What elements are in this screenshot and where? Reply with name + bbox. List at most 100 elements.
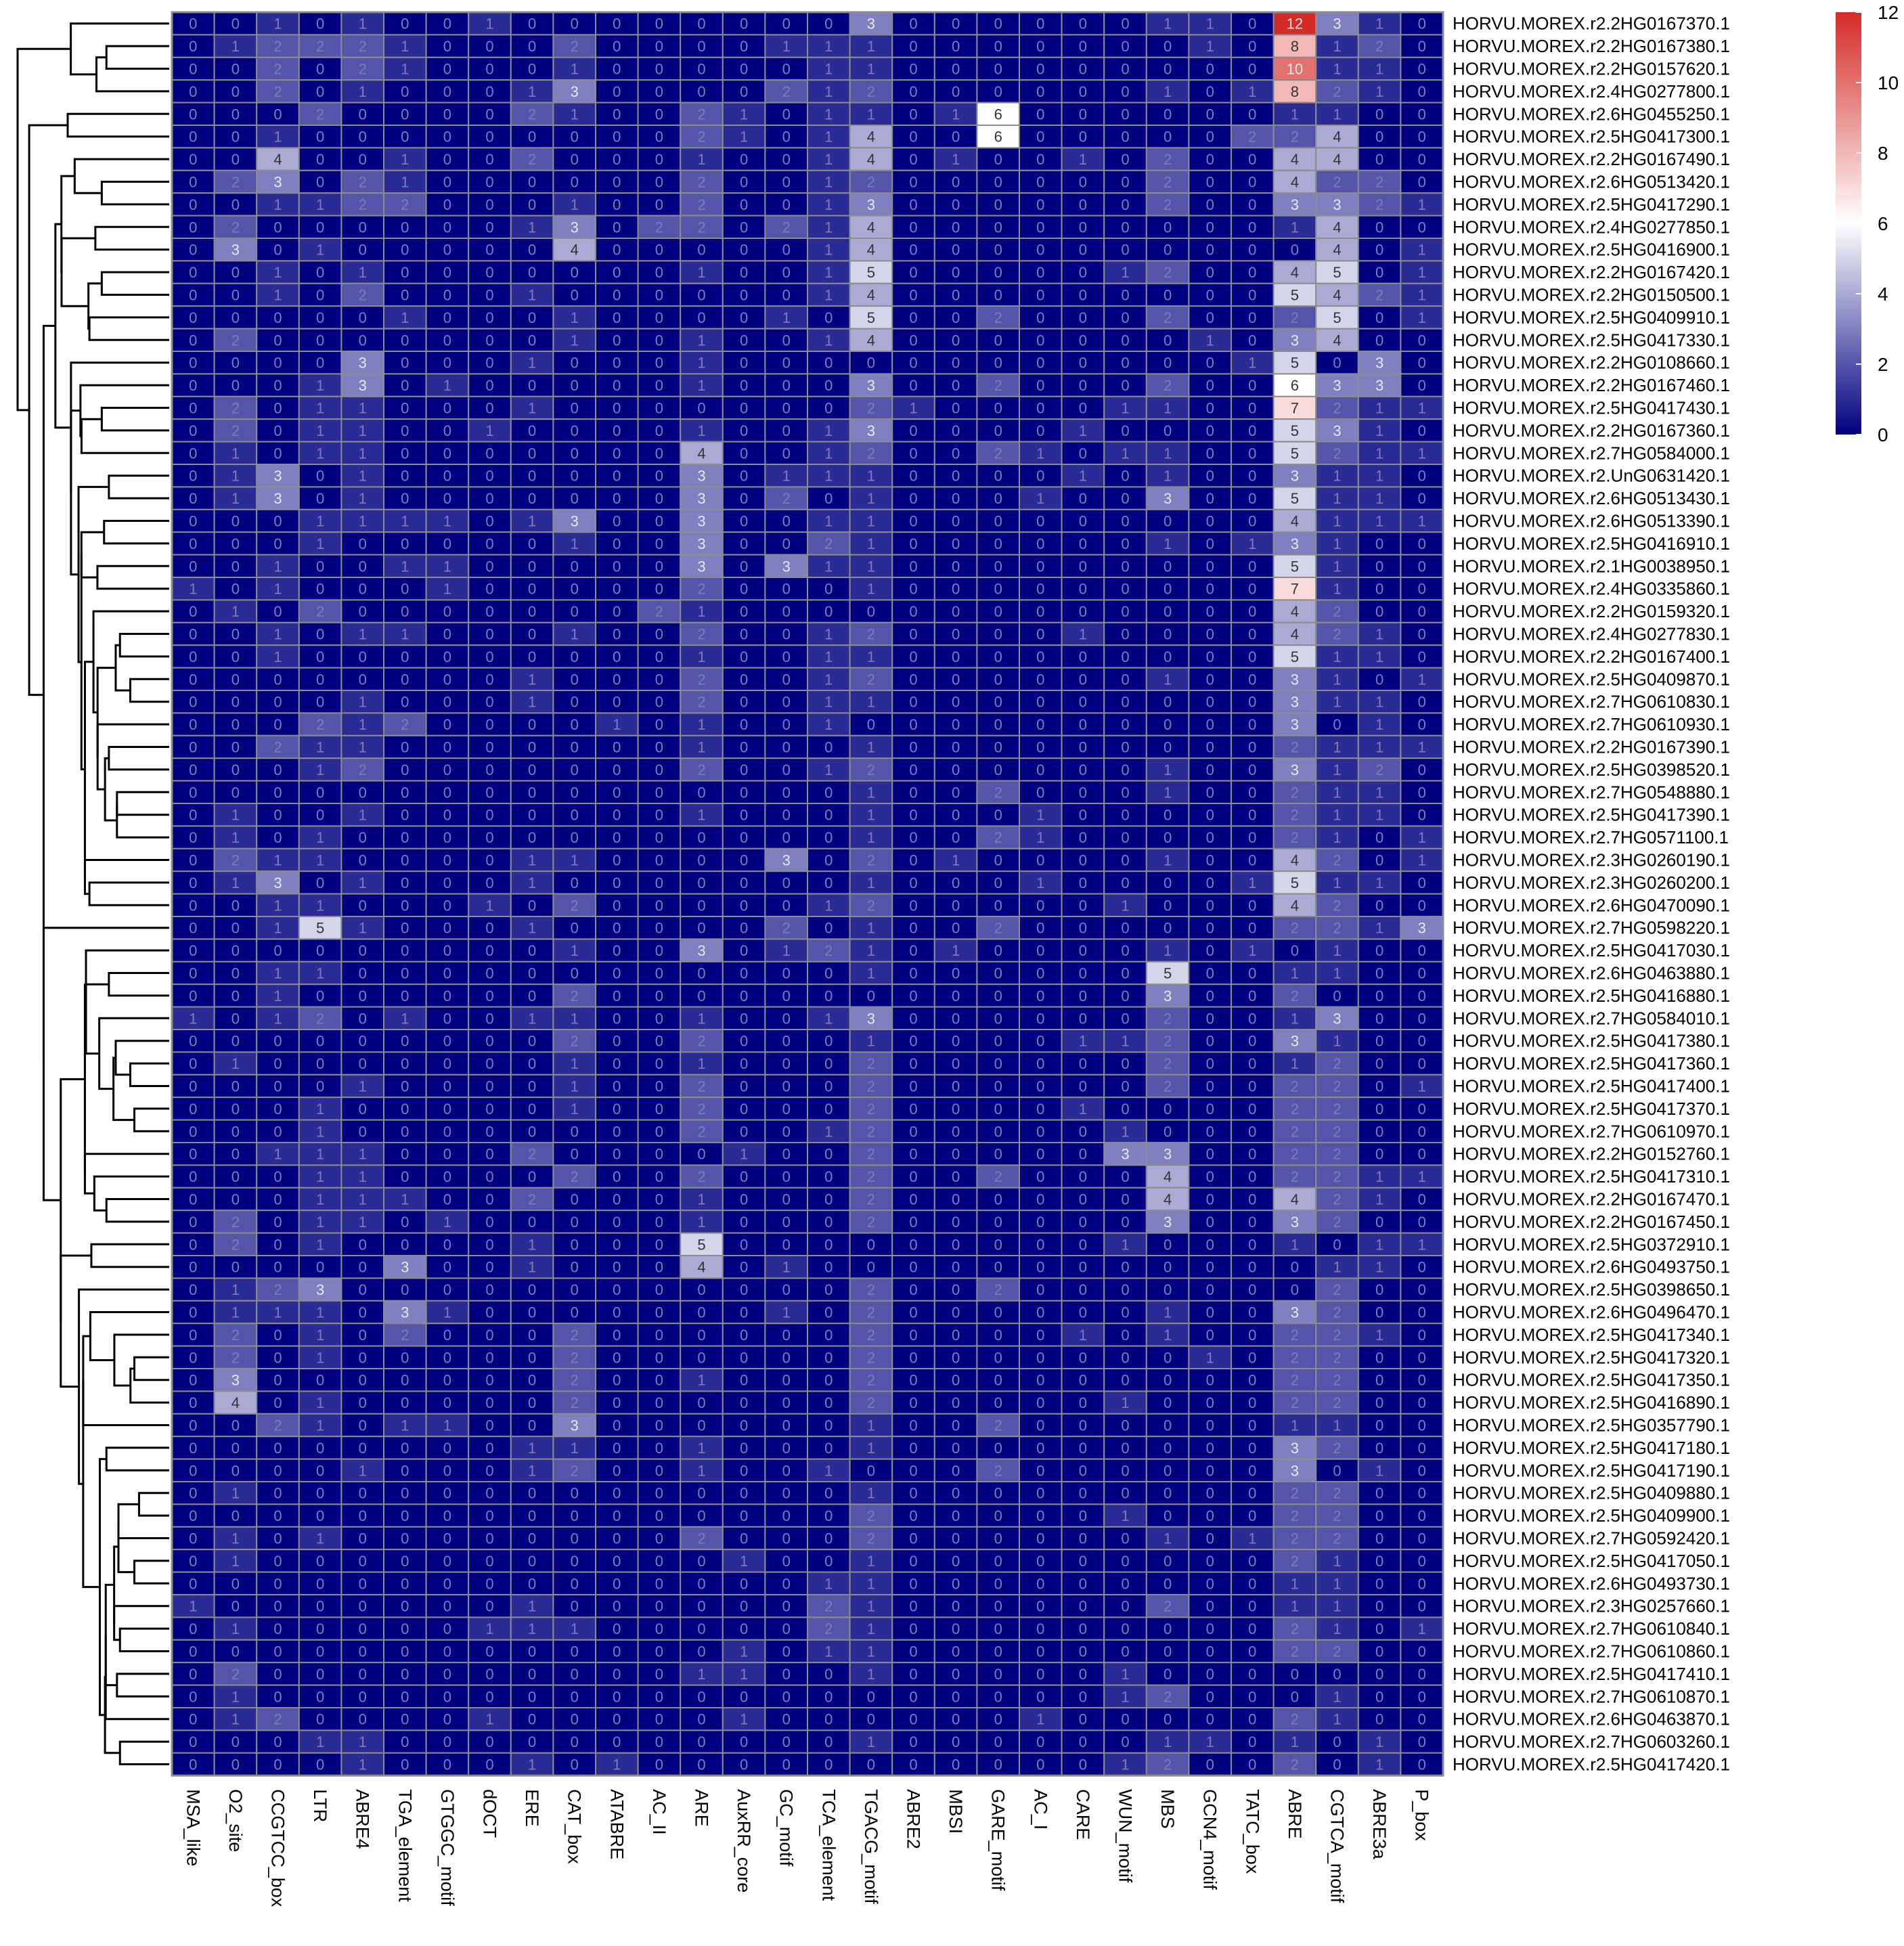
cell-value-label: 0 <box>1036 196 1044 213</box>
cell-value-label: 0 <box>1248 694 1256 711</box>
cell-value-label: 0 <box>401 1575 409 1592</box>
heatmap-cell <box>213 34 258 58</box>
cell-value-label: 1 <box>867 1643 875 1660</box>
row-label: HORVU.MOREX.r2.2HG0152760.1 <box>1453 1144 1730 1164</box>
dendrogram-link <box>92 610 169 713</box>
cell-value-label: 4 <box>867 151 875 168</box>
row-label: HORVU.MOREX.r2.5HG0417430.1 <box>1453 398 1730 418</box>
cell-value-label: 0 <box>1418 558 1426 575</box>
cell-value-label: 0 <box>1206 1507 1214 1524</box>
cell-value-label: 0 <box>1248 1575 1256 1592</box>
cell-value-label: 0 <box>909 784 917 801</box>
cell-value-label: 0 <box>1206 942 1214 959</box>
cell-value-label: 0 <box>697 242 705 259</box>
cell-value-label: 2 <box>1291 920 1299 937</box>
heatmap-cell <box>722 373 766 397</box>
cell-value-label: 0 <box>952 355 960 372</box>
cell-value-label: 1 <box>697 355 705 372</box>
cell-value-label: 0 <box>613 965 621 982</box>
cell-value-label: 0 <box>824 1259 833 1276</box>
cell-value-label: 0 <box>1079 1078 1087 1095</box>
cell-value-label: 0 <box>1206 1123 1214 1140</box>
cell-value-label: 0 <box>740 1756 748 1773</box>
cell-value-label: 0 <box>485 1666 493 1683</box>
cell-value-label: 0 <box>1248 174 1256 191</box>
cell-value-label: 1 <box>316 400 324 417</box>
cell-value-label: 0 <box>655 1214 663 1231</box>
cell-value-label: 0 <box>485 1236 493 1253</box>
cell-value-label: 0 <box>952 626 960 643</box>
cell-value-label: 0 <box>1418 648 1426 665</box>
cell-value-label: 0 <box>952 829 960 846</box>
cell-value-label: 1 <box>401 38 409 55</box>
dendrogram-link <box>133 1356 169 1381</box>
cell-value-label: 0 <box>1121 1575 1129 1592</box>
cell-value-label: 1 <box>1036 445 1044 462</box>
cell-value-label: 1 <box>359 400 367 417</box>
cell-value-label: 3 <box>1333 422 1341 439</box>
cell-value-label: 0 <box>1036 581 1044 598</box>
cell-value-label: 1 <box>571 106 579 123</box>
cell-value-label: 0 <box>231 942 240 959</box>
cell-value-label: 0 <box>782 196 791 213</box>
cell-value-label: 2 <box>697 626 705 643</box>
cell-value-label: 0 <box>359 1711 367 1728</box>
cell-value-label: 3 <box>782 558 791 575</box>
heatmap-cell <box>1061 215 1105 240</box>
cell-value-label: 0 <box>952 1236 960 1253</box>
cell-value-label: 3 <box>273 875 282 891</box>
cell-value-label: 0 <box>485 61 493 78</box>
heatmap-cell <box>552 373 597 397</box>
cell-value-label: 1 <box>697 648 705 665</box>
cell-value-label: 0 <box>613 309 621 326</box>
cell-value-label: 0 <box>359 829 367 846</box>
heatmap-cell <box>933 102 978 127</box>
heatmap-cell <box>1145 147 1190 171</box>
cell-value-label: 0 <box>485 513 493 530</box>
cell-value-label: 1 <box>528 694 536 711</box>
cell-value-label: 0 <box>189 1168 197 1185</box>
cell-value-label: 3 <box>401 1304 409 1321</box>
heatmap-cell <box>595 34 639 58</box>
cell-value-label: 0 <box>231 377 240 394</box>
cell-value-label: 2 <box>571 988 579 1004</box>
cell-value-label: 0 <box>1206 355 1214 372</box>
cell-value-label: 0 <box>528 1643 536 1660</box>
cell-value-label: 0 <box>1079 965 1087 982</box>
cell-value-label: 0 <box>1164 716 1172 733</box>
cell-value-label: 4 <box>697 445 705 462</box>
cell-value-label: 0 <box>571 1756 579 1773</box>
cell-value-label: 0 <box>740 400 748 417</box>
cell-value-label: 4 <box>1291 174 1299 191</box>
cell-value-label: 0 <box>231 1575 240 1592</box>
cell-value-label: 0 <box>1206 513 1214 530</box>
cell-value-label: 1 <box>571 1101 579 1118</box>
cell-value-label: 0 <box>1079 942 1087 959</box>
cell-value-label: 0 <box>1206 490 1214 507</box>
cell-value-label: 0 <box>443 648 451 665</box>
cell-value-label: 0 <box>613 739 621 756</box>
cell-value-label: 2 <box>571 1462 579 1479</box>
cell-value-label: 0 <box>1079 309 1087 326</box>
cell-value-label: 0 <box>1164 1711 1172 1728</box>
cell-value-label: 2 <box>528 106 536 123</box>
cell-value-label: 1 <box>1333 61 1341 78</box>
cell-value-label: 0 <box>1079 761 1087 778</box>
cell-value-label: 0 <box>613 1485 621 1502</box>
cell-value-label: 0 <box>1206 965 1214 982</box>
cell-value-label: 2 <box>1333 603 1341 620</box>
cell-value-label: 4 <box>1333 129 1341 146</box>
cell-value-label: 0 <box>1206 61 1214 78</box>
cell-value-label: 0 <box>782 1575 791 1592</box>
cell-value-label: 0 <box>952 174 960 191</box>
cell-value-label: 0 <box>401 1101 409 1118</box>
cell-value-label: 0 <box>1121 1485 1129 1502</box>
heatmap-cell <box>213 418 258 443</box>
heatmap-cell <box>1145 328 1190 353</box>
cell-value-label: 0 <box>1121 16 1129 32</box>
cell-value-label: 0 <box>909 422 917 439</box>
cell-value-label: 1 <box>740 129 748 146</box>
cell-value-label: 0 <box>1036 1756 1044 1773</box>
cell-value-label: 0 <box>994 897 1002 914</box>
cell-value-label: 0 <box>782 988 791 1004</box>
